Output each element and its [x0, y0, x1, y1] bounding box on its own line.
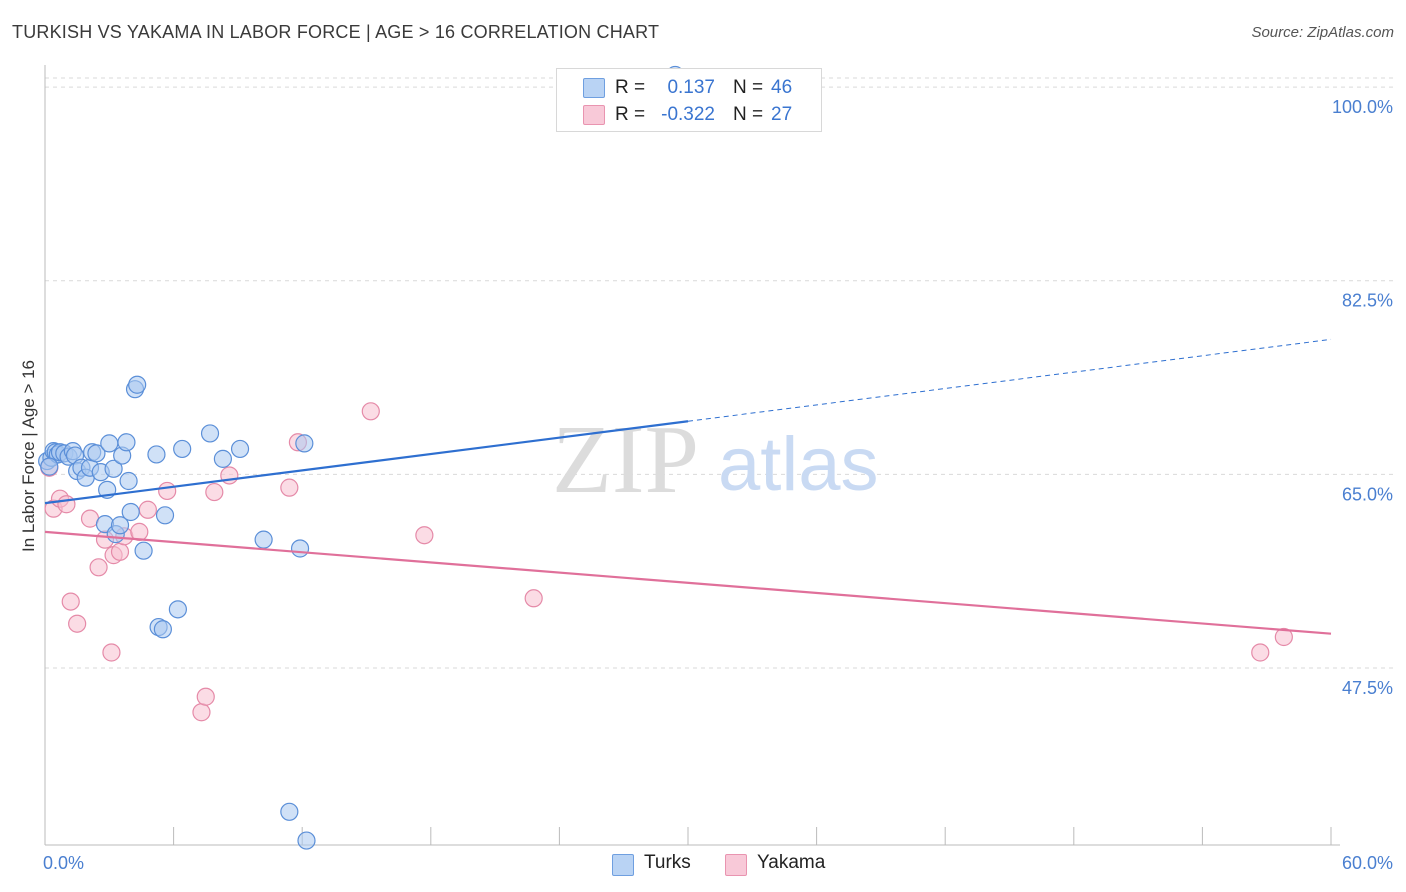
turks-point [117, 433, 136, 452]
legend-r-label: R = [615, 104, 646, 125]
turks-point [295, 434, 314, 453]
grid-lines [45, 77, 1393, 669]
yakama-swatch [583, 105, 605, 125]
watermark-atlas: atlas [718, 422, 879, 507]
y-tick-label: 100.0% [1332, 97, 1393, 117]
turks-point [213, 449, 232, 468]
turks-point [119, 471, 138, 491]
x-tick-label: 0.0% [43, 853, 84, 873]
turks-swatch [583, 78, 605, 98]
turks-point [110, 516, 130, 535]
turks-point [87, 444, 106, 463]
watermark: ZIP atlas [552, 406, 879, 514]
tick-labels: 100.0% 82.5% 65.0% 47.5% 0.0% 60.0% [43, 97, 1393, 873]
turks-point [290, 539, 310, 558]
turks-point [153, 620, 172, 639]
turks-point [173, 439, 192, 459]
yakama-trend-line [44, 530, 1332, 635]
turks-legend-label: Turks [644, 852, 691, 873]
x-tick-label: 60.0% [1342, 853, 1393, 873]
yakama-legend-label: Yakama [757, 852, 826, 873]
legend-r-label: R = [615, 77, 646, 98]
yakama-point [205, 482, 224, 502]
turks-point [128, 375, 147, 394]
turks-point [230, 439, 250, 459]
yakama-point [280, 478, 299, 497]
yakama-point [196, 687, 215, 706]
correlation-legend: R = 0.137 N = 46 R = -0.322 N = 27 [556, 68, 822, 132]
turks-point [297, 831, 316, 850]
yakama-point [415, 526, 434, 545]
source-label: Source: ZipAtlas.com [1251, 24, 1394, 41]
chart-title: TURKISH VS YAKAMA IN LABOR FORCE | AGE >… [12, 22, 660, 42]
turks-point [40, 457, 59, 476]
yakama-point [68, 614, 87, 633]
turks-point [104, 459, 123, 478]
legend-n-value: 46 [771, 77, 793, 98]
legend-r-value: -0.322 [661, 104, 715, 125]
y-tick-label: 47.5% [1342, 678, 1393, 698]
turks-point [147, 445, 166, 464]
turks-point [100, 434, 119, 453]
y-tick-label: 82.5% [1342, 291, 1393, 311]
yakama-point [361, 402, 380, 421]
trend-lines [44, 338, 1332, 635]
y-tick-label: 65.0% [1342, 484, 1393, 504]
legend-n-label: N = [733, 77, 764, 98]
legend-n-label: N = [733, 104, 764, 125]
turks-series [38, 65, 685, 850]
yakama-point [102, 643, 121, 662]
yakama-point [192, 703, 211, 722]
legend-r-value: 0.137 [667, 77, 715, 98]
yakama-point [1251, 643, 1270, 662]
yakama-point [110, 542, 130, 561]
turks-point [168, 600, 187, 619]
turks-legend-swatch [612, 854, 634, 876]
turks-point [254, 530, 273, 549]
yakama-point [61, 592, 80, 611]
turks-point [134, 541, 153, 560]
yakama-point [138, 500, 157, 519]
yakama-point [158, 481, 177, 501]
yakama-point [524, 589, 543, 608]
turks-trend-line [44, 420, 689, 505]
turks-point [121, 502, 140, 522]
yakama-legend-swatch [725, 854, 747, 876]
yakama-point [89, 558, 108, 577]
turks-trend-extension [687, 338, 1332, 422]
turks-point [200, 424, 220, 443]
turks-point [280, 802, 299, 821]
yakama-point [1274, 627, 1293, 647]
y-axis-label: In Labor Force | Age > 16 [19, 360, 38, 552]
legend-n-value: 27 [771, 104, 793, 125]
yakama-point [57, 495, 76, 514]
turks-point [155, 506, 175, 525]
